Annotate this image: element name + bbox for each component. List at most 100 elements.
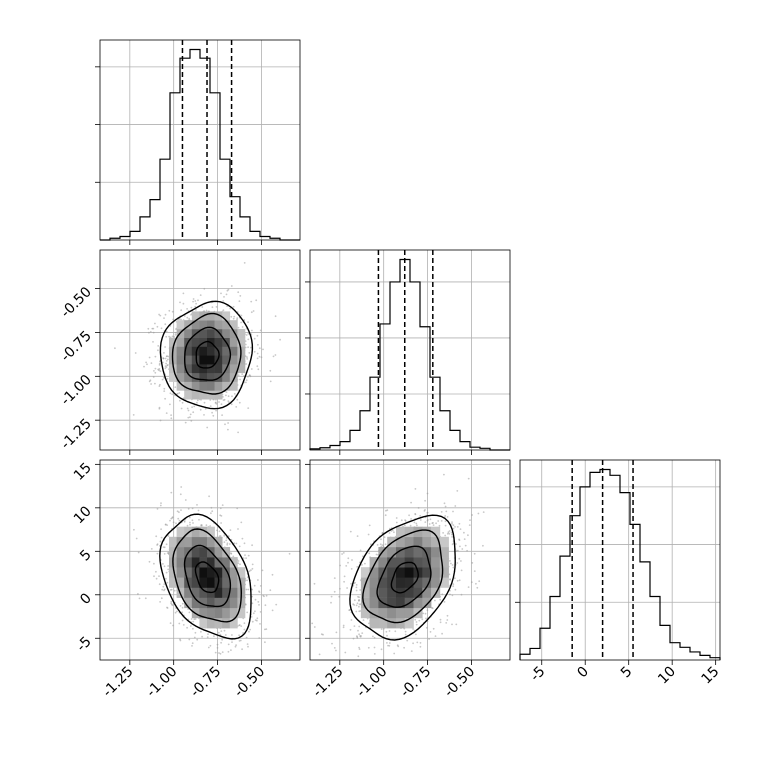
scatter-point bbox=[247, 554, 250, 557]
scatter-point bbox=[221, 651, 224, 653]
scatter-point bbox=[186, 316, 189, 319]
scatter-point bbox=[222, 300, 225, 302]
scatter-point bbox=[175, 522, 177, 525]
scatter-point bbox=[259, 329, 262, 332]
density-cell bbox=[413, 547, 423, 558]
density-cell bbox=[229, 607, 238, 619]
density-cell bbox=[191, 526, 200, 538]
scatter-point bbox=[177, 517, 180, 520]
density-cell bbox=[237, 364, 246, 374]
scatter-point bbox=[217, 631, 220, 634]
scatter-point bbox=[444, 505, 447, 508]
scatter-point bbox=[181, 619, 184, 622]
scatter-point bbox=[251, 588, 254, 591]
scatter-point bbox=[386, 634, 388, 637]
scatter-point bbox=[189, 416, 191, 419]
scatter-point bbox=[264, 604, 267, 607]
scatter-point bbox=[219, 535, 222, 537]
scatter-point bbox=[179, 638, 181, 641]
scatter-point bbox=[259, 611, 262, 613]
scatter-point bbox=[400, 519, 403, 522]
density-cell bbox=[184, 381, 193, 391]
scatter-point bbox=[252, 612, 255, 615]
y-tick-label: 0 bbox=[77, 590, 95, 608]
scatter-point bbox=[206, 636, 209, 639]
scatter-point bbox=[456, 562, 459, 564]
scatter-point bbox=[257, 601, 260, 603]
scatter-point bbox=[223, 398, 226, 401]
scatter-point bbox=[428, 523, 431, 525]
scatter-point bbox=[170, 588, 173, 591]
density-cell bbox=[169, 567, 177, 578]
scatter-point bbox=[174, 386, 177, 389]
density-cell bbox=[422, 536, 432, 548]
density-cell bbox=[396, 536, 406, 548]
scatter-point bbox=[380, 545, 383, 548]
density-cell bbox=[237, 607, 246, 619]
scatter-point bbox=[199, 408, 202, 411]
density-cell bbox=[237, 337, 246, 347]
scatter-point bbox=[247, 588, 250, 591]
scatter-point bbox=[349, 609, 351, 611]
x-tick-label: -0.50 bbox=[231, 664, 268, 701]
scatter-point bbox=[189, 625, 192, 627]
scatter-point bbox=[249, 375, 252, 378]
density-cell bbox=[207, 577, 215, 588]
scatter-point bbox=[355, 586, 358, 589]
scatter-point bbox=[224, 634, 227, 636]
scatter-point bbox=[362, 619, 365, 621]
scatter-point bbox=[404, 630, 407, 633]
scatter-point bbox=[359, 549, 362, 552]
x-tick-label: -1.25 bbox=[100, 664, 137, 701]
density-cell bbox=[207, 320, 215, 330]
scatter-point bbox=[161, 588, 164, 591]
scatter-point bbox=[256, 619, 258, 622]
scatter-point bbox=[456, 579, 459, 582]
scatter-point bbox=[364, 562, 366, 565]
scatter-point bbox=[218, 401, 220, 403]
scatter-point bbox=[404, 633, 407, 636]
scatter-point bbox=[219, 652, 222, 655]
scatter-point bbox=[356, 637, 359, 639]
scatter-point bbox=[212, 414, 215, 417]
scatter-point bbox=[455, 550, 458, 552]
scatter-point bbox=[218, 652, 220, 654]
scatter-point bbox=[443, 601, 446, 603]
density-cell bbox=[439, 577, 449, 588]
density-cell bbox=[229, 328, 238, 338]
scatter-point bbox=[406, 639, 409, 642]
scatter-point bbox=[135, 537, 138, 540]
scatter-point bbox=[166, 581, 169, 584]
density-cell bbox=[229, 364, 238, 374]
scatter-point bbox=[193, 636, 196, 639]
scatter-point bbox=[394, 665, 396, 667]
x-tick-label: -1.25 bbox=[310, 664, 347, 701]
scatter-point bbox=[246, 356, 248, 358]
scatter-point bbox=[450, 533, 453, 536]
density-cell bbox=[184, 526, 193, 538]
scatter-point bbox=[237, 431, 240, 434]
scatter-point bbox=[466, 549, 468, 552]
scatter-point bbox=[451, 521, 453, 523]
scatter-point bbox=[220, 630, 223, 632]
scatter-point bbox=[213, 635, 215, 637]
density-cell bbox=[199, 364, 208, 374]
scatter-point bbox=[184, 421, 187, 424]
density-cell bbox=[431, 526, 441, 538]
scatter-point bbox=[157, 345, 160, 347]
scatter-point bbox=[238, 300, 241, 303]
scatter-point bbox=[410, 501, 412, 504]
density-cell bbox=[396, 526, 406, 538]
scatter-point bbox=[165, 362, 168, 365]
scatter-point bbox=[264, 641, 266, 644]
density-cell bbox=[184, 372, 193, 382]
scatter-point bbox=[223, 296, 225, 298]
scatter-point bbox=[446, 516, 449, 518]
density-cell bbox=[369, 597, 379, 609]
scatter-point bbox=[451, 543, 454, 546]
scatter-point bbox=[162, 357, 165, 359]
scatter-point bbox=[146, 363, 148, 366]
scatter-point bbox=[429, 518, 432, 521]
density-cell bbox=[222, 557, 231, 568]
scatter-point bbox=[251, 563, 254, 566]
